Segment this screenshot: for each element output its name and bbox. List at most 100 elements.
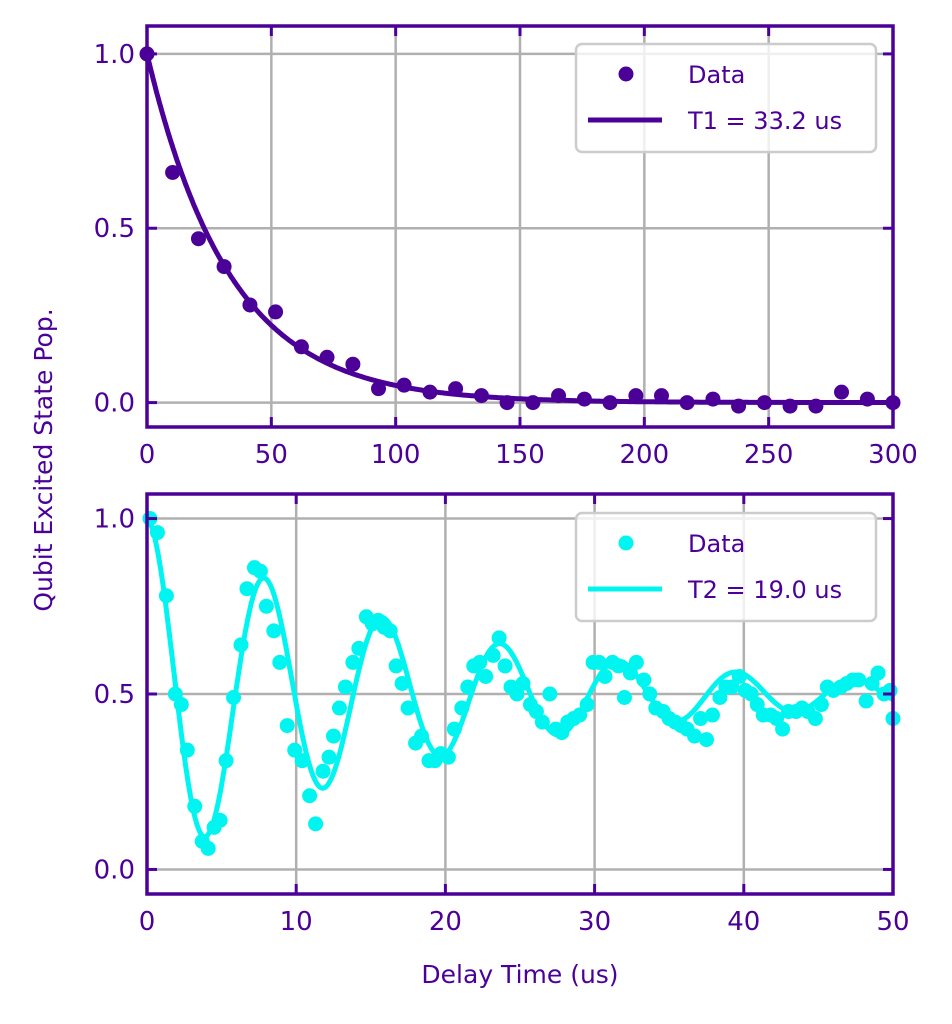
t1-data-point — [293, 339, 309, 355]
t2-data-point — [542, 686, 558, 702]
t2-y-tick-label: 1.0 — [94, 505, 135, 535]
t1-legend: Data T1 = 33.2 us — [574, 42, 878, 154]
t2-data-point — [149, 525, 165, 541]
t2-legend-label: T2 = 19.0 us — [687, 576, 842, 604]
t2-x-tick-label: 50 — [876, 907, 909, 937]
t2-data-point — [515, 675, 531, 691]
t1-data-point — [551, 388, 567, 404]
t1-data-point — [756, 395, 772, 411]
t1-legend-box — [574, 42, 878, 154]
t2-data-point — [158, 588, 174, 604]
t2-data-point — [394, 675, 410, 691]
t2-legend: Data T2 = 19.0 us — [574, 511, 878, 623]
t2-data-point — [382, 623, 398, 639]
t2-data-point — [851, 672, 867, 688]
t1-data-point — [371, 381, 387, 397]
t1-x-tick-label: 200 — [620, 440, 670, 470]
t2-data-point — [287, 742, 303, 758]
t2-data-point — [597, 668, 613, 684]
t2-data-point — [388, 658, 404, 674]
t2-data-point — [616, 690, 632, 706]
t1-data-point — [731, 398, 747, 414]
t2-data-point — [610, 658, 626, 674]
t2-data-point — [534, 714, 550, 730]
t1-x-tick-label: 150 — [495, 440, 545, 470]
t2-data-point — [400, 700, 416, 716]
t2-x-tick-label: 40 — [727, 907, 760, 937]
t2-y-tick-label: 0.0 — [94, 855, 135, 885]
t2-data-point — [308, 816, 324, 832]
t2-ramsey-panel: 0 10 20 30 40 50 0.0 0.5 1.0 Data T2 = 19.0 us — [94, 492, 910, 937]
t2-data-point — [326, 728, 341, 744]
t2-data-point — [807, 711, 823, 727]
t2-data-point — [212, 812, 228, 828]
t1-data-points — [139, 46, 901, 414]
t2-data-point — [266, 623, 282, 639]
t2-data-point — [454, 700, 470, 716]
t1-data-point — [653, 388, 669, 404]
t2-data-point — [813, 697, 829, 713]
t1-x-tick-label: 250 — [744, 440, 794, 470]
t2-data-points — [142, 511, 901, 856]
t1-legend-label: Data — [688, 61, 745, 89]
t2-fit-layer — [145, 516, 895, 840]
t2-data-point — [579, 697, 595, 713]
t2-legend-box — [574, 511, 878, 623]
t2-data-point — [642, 686, 658, 702]
t2-data-point — [302, 788, 318, 804]
t1-y-tick-label: 0.0 — [94, 389, 135, 419]
t2-data-point — [882, 682, 898, 698]
t1-data-point — [345, 356, 361, 372]
t1-x-tick-label: 300 — [868, 440, 918, 470]
t1-data-point — [808, 398, 824, 414]
t2-data-point — [414, 728, 430, 744]
t1-data-point — [396, 377, 412, 393]
y-axis-label: Qubit Excited State Pop. — [29, 308, 58, 611]
t1-data-point — [525, 395, 541, 411]
t2-data-point — [187, 798, 203, 814]
t2-x-tick-label: 0 — [139, 907, 156, 937]
t2-data-point — [173, 697, 189, 713]
t1-y-ticks: 0.0 0.5 1.0 — [94, 40, 893, 419]
t1-data-point — [782, 398, 798, 414]
t2-data-point — [233, 637, 249, 653]
t2-data-point — [239, 581, 255, 597]
t2-y-ticks: 0.0 0.5 1.0 — [94, 505, 893, 885]
t2-fit-curve — [145, 516, 895, 840]
t2-data-point — [460, 679, 476, 695]
t2-x-tick-label: 10 — [280, 907, 313, 937]
t2-data-point — [252, 563, 268, 579]
t2-legend-marker-icon — [618, 535, 634, 551]
t2-data-point — [315, 763, 331, 779]
t1-data-point — [602, 395, 618, 411]
t2-x-ticks: 0 10 20 30 40 50 — [139, 494, 910, 937]
t1-data-point — [268, 304, 284, 320]
t2-data-point — [279, 718, 295, 734]
t1-data-point — [499, 395, 515, 411]
t1-legend-marker-icon — [618, 66, 634, 82]
t2-data-point — [858, 693, 874, 709]
t2-data-point — [704, 707, 720, 723]
t2-data-point — [321, 749, 337, 765]
t1-x-ticks: 0 50 100 150 200 250 300 — [139, 26, 918, 470]
t1-data-point — [834, 384, 850, 400]
t1-data-point — [705, 391, 721, 407]
t2-data-point — [345, 654, 361, 670]
t2-data-point — [636, 672, 652, 688]
t2-data-point — [337, 679, 353, 695]
t2-data-point — [351, 640, 367, 656]
t2-x-tick-label: 20 — [429, 907, 462, 937]
t2-data-point — [331, 700, 347, 716]
t1-data-point — [576, 391, 592, 407]
t2-x-tick-label: 30 — [578, 907, 611, 937]
t2-data-point — [724, 679, 740, 695]
t2-data-point — [572, 707, 588, 723]
t1-decay-panel: 0 50 100 150 200 250 300 0.0 0.5 1.0 Data T1 = 33… — [94, 24, 918, 470]
t1-data-point — [216, 259, 232, 275]
t2-data-point — [478, 668, 494, 684]
t2-data-point — [446, 721, 462, 737]
t1-data-point — [679, 395, 695, 411]
t1-data-point — [165, 164, 181, 180]
t2-data-point — [687, 728, 703, 744]
